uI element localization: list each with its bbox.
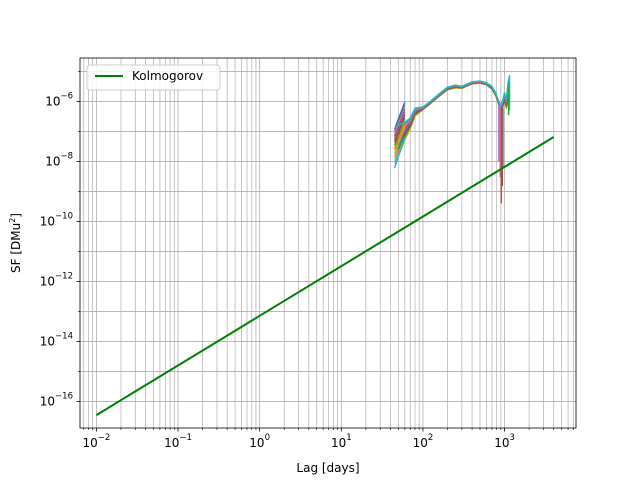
x-axis-ticks: 10−2 10−1 100 101 102 103: [82, 428, 574, 450]
legend-box: [86, 64, 221, 91]
sf-series-start: [394, 108, 406, 137]
sf-series-start: [394, 121, 406, 150]
y-tick-label: 10−14: [40, 331, 73, 348]
x-axis-label: Lag [days]: [296, 461, 359, 475]
y-tick-label: 10−16: [40, 391, 73, 408]
y-axis-label-main: SF [DMu: [9, 223, 23, 273]
series-layer: [394, 75, 511, 204]
y-axis-label-sup: 2: [8, 218, 17, 223]
x-tick-label: 10−1: [164, 433, 192, 450]
x-tick-label: 101: [331, 433, 352, 450]
y-axis-label-end: ]: [9, 213, 23, 218]
y-tick-label: 10−8: [45, 151, 73, 168]
plot-frame: [79, 57, 577, 429]
major-grid: [80, 58, 576, 428]
y-axis-label: SF [DMu2]: [8, 213, 23, 273]
sf-series-start: [394, 111, 406, 140]
sf-series-start: [394, 106, 406, 134]
sf-series-start: [394, 114, 406, 143]
y-tick-label: 10−10: [40, 211, 73, 228]
kolmogorov-line: [95, 136, 555, 416]
x-tick-label: 103: [494, 433, 515, 450]
plot-area: [80, 58, 576, 428]
legend: Kolmogorov: [86, 64, 221, 91]
sf-series-start: [394, 101, 406, 130]
sf-series-top: [394, 75, 511, 129]
x-tick-label: 10−2: [82, 433, 110, 450]
x-tick-label: 100: [249, 433, 270, 450]
sf-series-start: [394, 126, 406, 154]
y-axis-ticks: 10−16 10−14 10−12 10−10 10−8 10−6: [40, 71, 80, 408]
sf-series-start: [394, 137, 406, 169]
y-tick-label: 10−12: [40, 271, 73, 288]
legend-kolmogorov-label: Kolmogorov: [132, 69, 203, 83]
kolmogorov-layer: [95, 136, 555, 416]
x-tick-label: 102: [413, 433, 434, 450]
y-tick-label: 10−6: [45, 91, 73, 108]
